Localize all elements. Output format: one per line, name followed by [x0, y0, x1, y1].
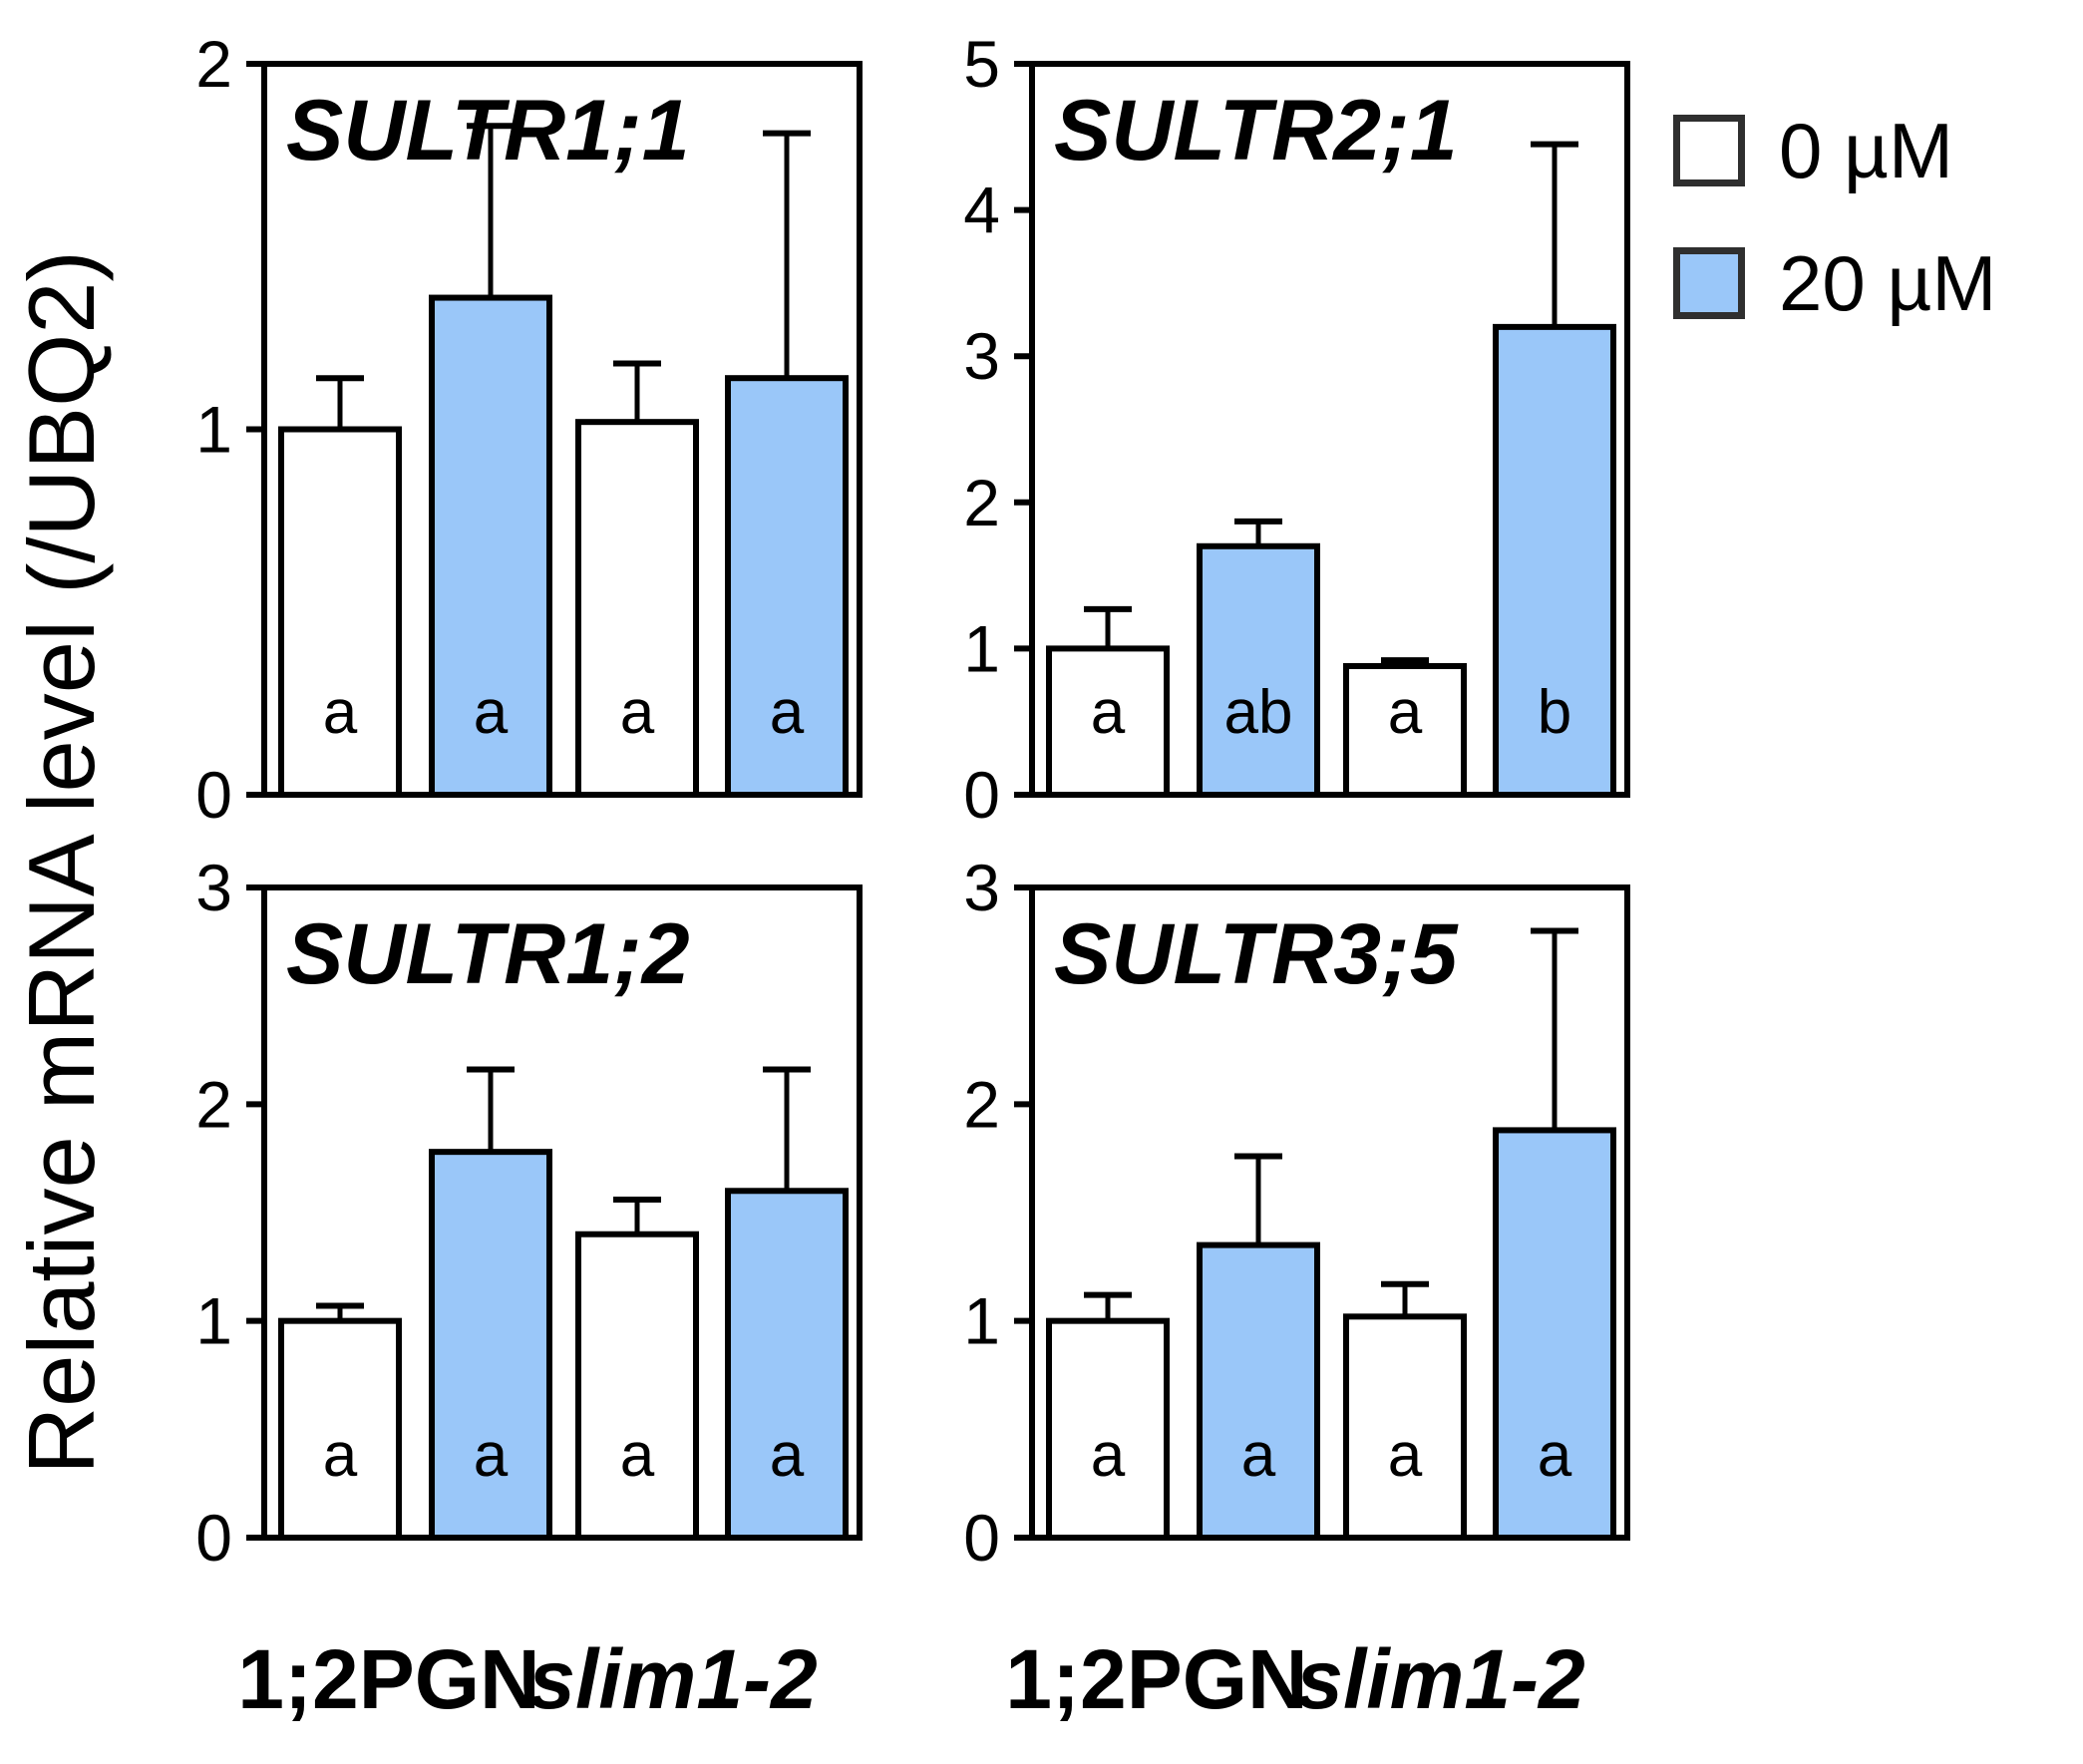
y-tick-label: 0 [195, 758, 232, 832]
bar-sultr1-2-1 [429, 1149, 552, 1541]
panel-frame [261, 884, 863, 1541]
y-tick-label: 3 [963, 319, 1000, 393]
y-tick-label: 1 [195, 1284, 232, 1358]
y-tick-label: 4 [963, 174, 1000, 247]
significance-letter: a [770, 678, 805, 747]
bar-sultr1-2-2 [575, 1231, 699, 1541]
y-tick-label: 2 [963, 1067, 1000, 1141]
significance-letter: a [770, 1421, 805, 1490]
panel-frame [1029, 61, 1630, 798]
x-category-label-slim1-2: slim1-2 [1296, 1632, 1585, 1726]
y-axis-label: Relative mRNA level (/UBQ2) [9, 250, 114, 1475]
x-category-label-slim1-2: slim1-2 [528, 1632, 818, 1726]
significance-letter: a [1388, 678, 1423, 747]
panel-frame [1029, 884, 1630, 1541]
bar-sultr1-2-3 [725, 1188, 849, 1542]
legend-item-0um: 0 µM [1673, 112, 1996, 189]
panel-title: SULTR3;5 [1054, 906, 1459, 1002]
legend-item-20um: 20 µM [1673, 244, 1996, 322]
bar-sultr3-5-3 [1493, 1127, 1616, 1541]
bar-sultr2-1-2 [1343, 662, 1467, 798]
bar-sultr3-5-1 [1197, 1241, 1320, 1541]
legend: 0 µM 20 µM [1673, 112, 1996, 322]
y-tick-label: 1 [195, 393, 232, 467]
y-tick-label: 3 [963, 851, 1000, 924]
significance-letter: ab [1224, 678, 1293, 747]
panel-sultr1-1: 0 1 2 a a a a SULTR1;1 [195, 27, 863, 832]
legend-swatch-20um [1673, 247, 1745, 319]
y-tick-label: 2 [195, 1067, 232, 1141]
legend-swatch-0um [1673, 115, 1745, 186]
bar-sultr1-1-1 [429, 294, 552, 798]
y-tick-label: 0 [963, 1501, 1000, 1575]
y-tick-label: 3 [195, 851, 232, 924]
y-tick-label: 1 [963, 1284, 1000, 1358]
bar-sultr2-1-1 [1197, 542, 1320, 799]
panel-title: SULTR1;2 [286, 906, 690, 1002]
significance-letter: a [1091, 678, 1126, 747]
bar-sultr1-1-3 [725, 375, 849, 798]
legend-label-20um: 20 µM [1779, 239, 1997, 327]
y-tick-label: 0 [963, 758, 1000, 832]
panel-title: SULTR2;1 [1054, 83, 1458, 178]
y-tick-label: 1 [963, 611, 1000, 685]
y-tick-label: 5 [963, 27, 1000, 101]
bar-sultr2-1-3 [1493, 323, 1616, 798]
significance-letter: a [620, 1421, 655, 1490]
significance-letter: a [1538, 1421, 1572, 1490]
x-category-label-1-2pgn: 1;2PGN [237, 1632, 539, 1726]
significance-letter: a [1091, 1421, 1126, 1490]
significance-letter: a [1241, 1421, 1276, 1490]
panel-title: SULTR1;1 [286, 83, 690, 178]
bar-sultr3-5-0 [1046, 1317, 1170, 1541]
bar-sultr1-2-0 [278, 1317, 402, 1541]
bar-sultr3-5-2 [1343, 1313, 1467, 1541]
x-category-label-1-2pgn: 1;2PGN [1005, 1632, 1307, 1726]
bar-sultr2-1-0 [1046, 645, 1170, 799]
significance-letter: a [1388, 1421, 1423, 1490]
y-tick-label: 0 [195, 1501, 232, 1575]
significance-letter: a [323, 1421, 358, 1490]
significance-letter: a [620, 678, 655, 747]
bar-sultr1-1-0 [278, 426, 402, 798]
y-tick-label: 2 [195, 27, 232, 101]
significance-letter: b [1538, 678, 1571, 747]
significance-letter: a [323, 678, 358, 747]
bar-sultr1-1-2 [575, 419, 699, 798]
y-tick-label: 2 [963, 466, 1000, 539]
significance-letter: a [474, 1421, 509, 1490]
legend-label-0um: 0 µM [1779, 107, 1953, 194]
significance-letter: a [474, 678, 509, 747]
